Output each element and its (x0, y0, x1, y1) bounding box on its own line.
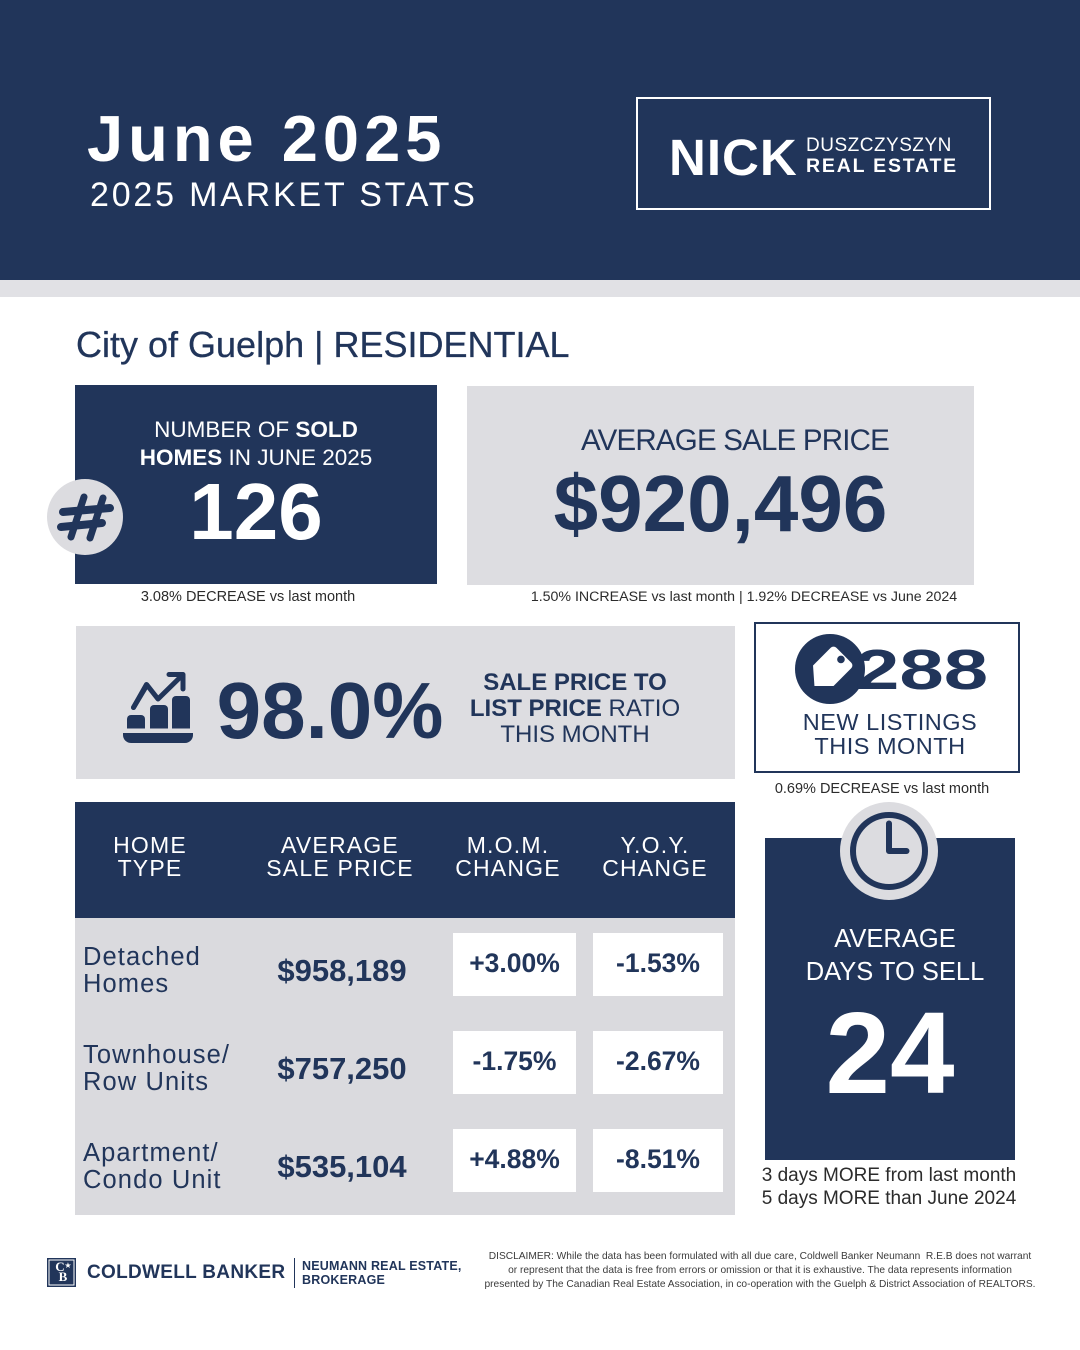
svg-text:C: C (55, 1259, 64, 1274)
svg-text:B: B (59, 1269, 68, 1284)
svg-text:★: ★ (64, 1261, 71, 1270)
